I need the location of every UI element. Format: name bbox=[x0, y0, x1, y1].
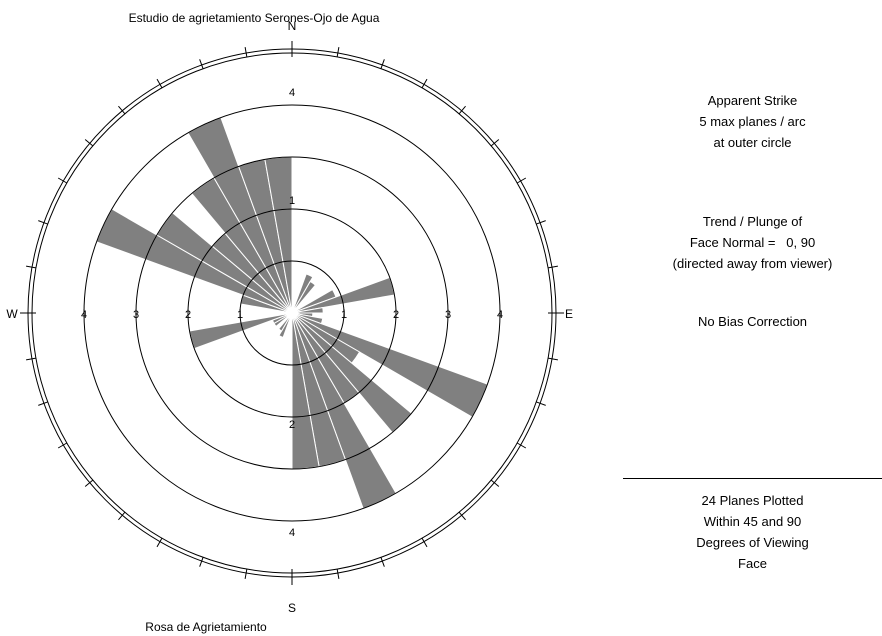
ring-label-east-3: 3 bbox=[445, 309, 451, 321]
info-block-projection: Apparent Strike 5 max planes / arc at ou… bbox=[623, 90, 882, 153]
info-line: No Bias Correction bbox=[697, 314, 808, 329]
ring-label-west-1: 1 bbox=[237, 309, 243, 321]
ring-label-west-3: 3 bbox=[133, 309, 139, 321]
rose-tick bbox=[547, 265, 558, 269]
panel-divider bbox=[623, 478, 882, 479]
ring-label-north-1: 1 bbox=[289, 195, 295, 207]
rose-tick bbox=[244, 568, 248, 579]
rose-tick bbox=[536, 220, 546, 225]
rose-tick bbox=[458, 511, 466, 521]
rose-ticks bbox=[26, 47, 558, 579]
info-block-planes: 24 Planes Plotted Within 45 and 90 Degre… bbox=[623, 490, 882, 574]
rose-wedges bbox=[95, 116, 489, 510]
rose-tick bbox=[421, 537, 428, 548]
rose-tick bbox=[57, 177, 68, 184]
ring-label-north-4: 4 bbox=[289, 87, 295, 99]
rose-tick bbox=[26, 265, 37, 269]
rose-tick bbox=[536, 401, 546, 406]
rose-tick bbox=[421, 78, 428, 89]
rose-tick bbox=[547, 357, 558, 361]
rose-labels: Estudio de agrietamiento Serones-Ojo de … bbox=[6, 11, 573, 634]
east-label: E bbox=[565, 307, 573, 321]
ring-label-west-4: 4 bbox=[81, 309, 87, 321]
ring-label-east-4: 4 bbox=[497, 309, 503, 321]
info-line: Face bbox=[738, 556, 767, 571]
rose-tick bbox=[516, 442, 527, 449]
rose-tick bbox=[336, 47, 340, 58]
rose-tick bbox=[199, 59, 204, 69]
info-line: Within 45 and 90 bbox=[703, 514, 802, 529]
ring-label-east-1: 1 bbox=[341, 309, 347, 321]
info-line: Face Normal = 0, 90 bbox=[689, 235, 816, 250]
info-block-bias: No Bias Correction bbox=[623, 311, 882, 332]
rose-tick bbox=[156, 537, 163, 548]
rose-wedge bbox=[277, 312, 293, 332]
ring-label-south-4: 4 bbox=[289, 527, 295, 539]
ring-label-south-2: 2 bbox=[289, 419, 295, 431]
rose-tick bbox=[84, 139, 94, 147]
rose-tick bbox=[380, 59, 385, 69]
rose-tick bbox=[490, 479, 500, 487]
rose-wedge bbox=[291, 280, 317, 314]
ring-label-west-2: 2 bbox=[185, 309, 191, 321]
info-line: Apparent Strike bbox=[707, 93, 798, 108]
info-line: (directed away from viewer) bbox=[672, 256, 833, 271]
rose-axes bbox=[20, 41, 564, 585]
ring-label-east-2: 2 bbox=[393, 309, 399, 321]
north-label: N bbox=[288, 19, 297, 33]
south-label: S bbox=[288, 601, 296, 615]
rose-tick bbox=[57, 442, 68, 449]
info-line: 5 max planes / arc bbox=[699, 114, 806, 129]
info-block-face-normal: Trend / Plunge of Face Normal = 0, 90 (d… bbox=[623, 211, 882, 274]
chart-subtitle: Rosa de Agrietamiento bbox=[145, 620, 267, 634]
info-line: Degrees of Viewing bbox=[696, 535, 809, 550]
rose-tick bbox=[199, 557, 204, 567]
rose-tick bbox=[380, 557, 385, 567]
rose-tick bbox=[118, 511, 126, 521]
rose-tick bbox=[38, 401, 48, 406]
rose-tick bbox=[490, 139, 500, 147]
rose-tick bbox=[516, 177, 527, 184]
rose-tick bbox=[38, 220, 48, 225]
info-line: at outer circle bbox=[713, 135, 792, 150]
rose-wedge bbox=[291, 307, 324, 314]
rose-tick bbox=[458, 105, 466, 115]
info-line: 24 Planes Plotted bbox=[701, 493, 804, 508]
west-label: W bbox=[6, 307, 18, 321]
info-line: Trend / Plunge of bbox=[702, 214, 803, 229]
rose-tick bbox=[244, 47, 248, 58]
chart-title: Estudio de agrietamiento Serones-Ojo de … bbox=[129, 11, 380, 25]
rose-tick bbox=[336, 568, 340, 579]
rose-tick bbox=[156, 78, 163, 89]
rose-diagram: Estudio de agrietamiento Serones-Ojo de … bbox=[6, 11, 573, 634]
rose-tick bbox=[84, 479, 94, 487]
rose-tick bbox=[118, 105, 126, 115]
rose-tick bbox=[26, 357, 37, 361]
